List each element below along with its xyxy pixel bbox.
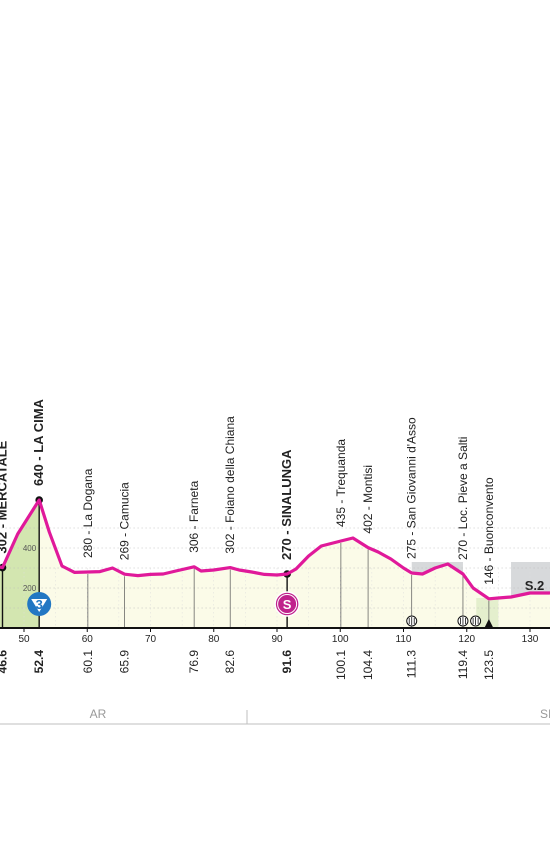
y-tick-label: 200 [23,584,37,593]
profile-fill [0,500,550,628]
y-tick-labels: 200 400 [23,544,37,593]
x-tick-label: 130 [522,634,539,645]
sector-name: S.2 [525,578,545,593]
point-label: 146 - Buonconvento [482,477,496,585]
sprint-badge [274,591,300,617]
x-tick-label: 90 [271,634,283,645]
grid-lines [0,527,550,628]
km-label: 111.3 [405,650,419,679]
province-label: AR [90,707,107,721]
point-label: 435 - Trequanda [334,439,348,527]
km-label: 100.1 [334,650,348,680]
point-label: 270 - SINALUNGA [279,449,294,560]
point-labels: 302 - MERCATALE 640 - LA CIMA 280 - La Dog… [0,398,496,584]
province-label: SI [540,707,550,721]
flat-fill [476,598,499,628]
y-tick-label: 400 [23,544,37,553]
point-label: 275 - San Giovanni d'Asso [405,417,419,559]
km-label: 46.6 [0,650,9,674]
profile-area [0,500,550,628]
x-tick-label: 120 [458,634,475,645]
point-label: 402 - Montisi [361,465,375,534]
gravel-icon-lines [472,617,479,625]
province-bar: AR SI [0,707,550,725]
km-labels: 46.6 52.4 60.1 65.9 76.9 82.6 91.6 100.1 104.4 11… [0,650,496,680]
km-label: 104.4 [361,650,375,680]
point-label: 269 - Camucia [118,482,132,560]
climb-badge-triangle [31,599,48,612]
x-tick-label: 60 [82,634,94,645]
km-label: 76.9 [187,650,201,674]
profile-stroke [0,498,550,601]
badges: S3S [27,591,300,617]
point-label: 306 - Farneta [187,480,201,552]
km-label: 91.6 [280,650,294,674]
point-label: 302 - MERCATALE [0,440,9,553]
x-tick-label: 70 [145,634,157,645]
sprint-marker-icon [484,619,493,627]
point-label: 270 - Loc. Pieve a Salti [456,437,470,560]
x-tick-label: 80 [208,634,220,645]
sprint-badge-ring [277,594,298,614]
km-label: 60.1 [81,650,95,674]
climb-fill [0,500,40,628]
x-tick-label: 50 [18,634,30,645]
x-tick-label: 100 [332,634,349,645]
km-label: 65.9 [118,650,132,674]
gravel-icon-lines [460,617,466,625]
point-label: 640 - LA CIMA [31,398,46,486]
x-tick-label: 110 [396,634,412,645]
badge-text: S [283,597,292,612]
profile-line [0,498,550,601]
point-label: 280 - La Dogana [81,468,95,558]
km-label: 119.4 [456,650,470,679]
badge-text: 3 [36,597,43,612]
km-label: 123.5 [482,650,496,680]
km-label: 52.4 [32,650,46,674]
gravel-icon-lines [408,617,415,625]
km-label: 82.6 [223,650,237,674]
point-label: 302 - Foiano della Chiana [223,416,237,554]
x-axis: 50 60 70 80 90 100 110 120 130 [0,615,550,645]
